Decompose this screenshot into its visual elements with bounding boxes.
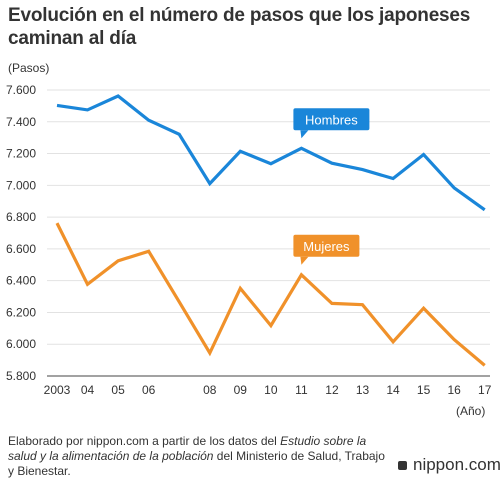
y-tick-label: 7.600 (6, 83, 36, 97)
source-text-2: del Ministerio de Salud, Trabajo y Biene… (8, 449, 385, 478)
y-tick-label: 6.000 (6, 337, 36, 351)
y-tick-label: 7.200 (6, 147, 36, 161)
x-tick-label: 16 (447, 383, 461, 397)
callout-box (293, 234, 360, 257)
series-line-hombres (56, 94, 486, 212)
series-label: Mujeres (303, 239, 350, 254)
x-tick-label: 09 (234, 383, 248, 397)
series-label: Hombres (305, 112, 358, 127)
x-tick-label: 14 (386, 383, 400, 397)
x-tick-label: 12 (325, 383, 339, 397)
x-tick-label: 13 (356, 383, 370, 397)
brand-name: nippon.com (413, 455, 500, 474)
y-tick-label: 6.600 (6, 242, 36, 256)
x-tick-label: 04 (81, 383, 95, 397)
y-tick-label: 6.200 (6, 305, 36, 319)
callout-pointer (300, 256, 309, 265)
y-tick-label: 6.400 (6, 274, 36, 288)
x-tick-label: 15 (417, 383, 431, 397)
brand-dot-icon (398, 460, 407, 470)
chart-title: Evolución en el número de pasos que los … (8, 5, 471, 49)
y-tick-label: 7.400 (6, 115, 36, 129)
y-tick-label: 7.000 (6, 178, 36, 192)
callout-box (293, 108, 370, 131)
x-tick-label: 05 (111, 383, 125, 397)
brand-logo: nippon.com (398, 455, 500, 475)
series-line-mujeres (55, 222, 486, 367)
x-tick-label: 08 (203, 383, 217, 397)
source-study-title: Estudio sobre la salud y la alimentación… (8, 434, 367, 463)
x-tick-label: 10 (264, 383, 278, 397)
x-tick-label: 06 (142, 383, 156, 397)
source-text-1: Elaborado por nippon.com a partir de los… (8, 434, 281, 448)
callout-pointer (300, 130, 309, 139)
y-tick-label: 6.800 (6, 210, 36, 224)
source-note: Elaborado por nippon.com a partir de los… (8, 434, 388, 479)
y-axis-unit-label: (Pasos) (8, 61, 50, 75)
callout-mujeres: Mujeres (293, 234, 360, 265)
x-tick-label: 2003 (44, 383, 71, 397)
callout-hombres: Hombres (293, 108, 370, 139)
x-axis-unit-label: (Año) (456, 404, 486, 418)
x-tick-label: 11 (295, 383, 308, 397)
x-tick-label: 17 (478, 383, 492, 397)
y-tick-label: 5.800 (6, 369, 36, 383)
